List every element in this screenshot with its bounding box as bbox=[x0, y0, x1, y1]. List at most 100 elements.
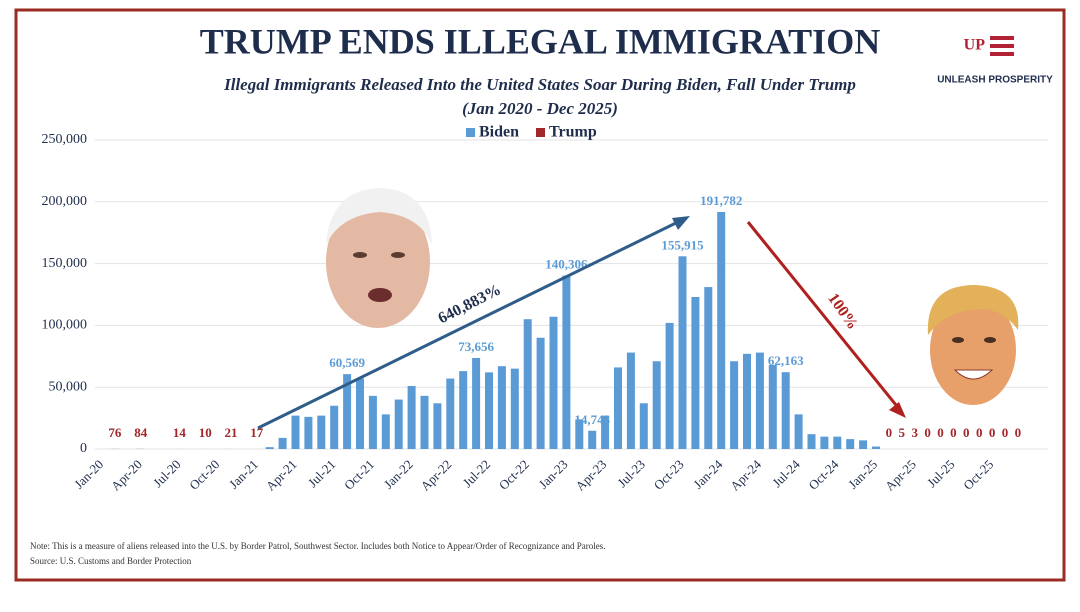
bar bbox=[768, 364, 777, 449]
face bbox=[326, 196, 430, 328]
logo-mark: UP bbox=[964, 37, 986, 54]
data-label: 0 bbox=[950, 425, 957, 440]
data-label: 21 bbox=[225, 425, 238, 440]
data-label: 155,915 bbox=[661, 237, 704, 252]
trump-portrait bbox=[927, 285, 1019, 405]
legend-label: Biden bbox=[479, 124, 519, 141]
eye bbox=[952, 337, 964, 343]
data-label: 0 bbox=[1015, 425, 1022, 440]
data-label: 14 bbox=[173, 425, 187, 440]
biden-portrait bbox=[326, 188, 432, 328]
bar bbox=[820, 436, 829, 449]
bar bbox=[356, 378, 364, 449]
logo-stripe bbox=[990, 52, 1014, 56]
bar bbox=[433, 403, 442, 449]
bar bbox=[601, 415, 610, 449]
bar bbox=[523, 319, 532, 449]
face bbox=[930, 295, 1016, 405]
data-label: 0 bbox=[1002, 425, 1009, 440]
bar bbox=[265, 447, 274, 449]
date-range: (Jan 2020 - Dec 2025) bbox=[462, 99, 618, 118]
rise-arrow bbox=[257, 217, 685, 430]
arrow-head bbox=[672, 216, 690, 230]
bar bbox=[704, 287, 713, 449]
legend: Biden Trump bbox=[466, 124, 597, 141]
bar bbox=[304, 416, 313, 449]
bar bbox=[381, 414, 390, 449]
mouth bbox=[368, 288, 392, 302]
bar bbox=[394, 399, 403, 449]
data-label: 140,306 bbox=[545, 257, 588, 272]
bar bbox=[497, 366, 506, 449]
legend-label: Trump bbox=[549, 124, 597, 141]
bar bbox=[755, 352, 764, 449]
data-label: 10 bbox=[199, 425, 212, 440]
bar bbox=[588, 430, 597, 449]
bar bbox=[472, 357, 481, 449]
bar bbox=[691, 296, 700, 449]
bar bbox=[743, 353, 751, 449]
bar bbox=[859, 440, 868, 449]
bar bbox=[678, 256, 687, 449]
bar bbox=[807, 434, 816, 449]
bar bbox=[562, 275, 571, 449]
logo-stripe bbox=[990, 44, 1014, 48]
y-tick-label: 100,000 bbox=[42, 318, 88, 333]
bar bbox=[781, 372, 790, 449]
logo-stripe bbox=[990, 36, 1014, 40]
bar bbox=[717, 211, 726, 449]
fall-arrow bbox=[746, 221, 902, 411]
bar bbox=[278, 437, 287, 449]
bar bbox=[665, 322, 674, 449]
data-label: 73,656 bbox=[458, 339, 494, 354]
bar bbox=[510, 368, 519, 449]
data-label: 62,163 bbox=[768, 353, 804, 368]
bar bbox=[549, 316, 558, 449]
bar bbox=[794, 414, 803, 449]
bar bbox=[420, 395, 429, 449]
data-label: 17 bbox=[250, 425, 264, 440]
logo: UP UNLEASH PROSPERITY bbox=[937, 36, 1053, 86]
y-tick-label: 50,000 bbox=[49, 379, 88, 394]
eye bbox=[984, 337, 996, 343]
eye bbox=[391, 252, 405, 258]
data-label: 0 bbox=[963, 425, 970, 440]
legend-swatch bbox=[466, 128, 475, 137]
arrow-head bbox=[889, 402, 906, 418]
hair bbox=[927, 285, 1019, 335]
y-tick-label: 0 bbox=[80, 441, 87, 456]
data-label: 0 bbox=[937, 425, 944, 440]
source: Source: U.S. Customs and Border Protecti… bbox=[30, 556, 192, 566]
data-label: 0 bbox=[886, 425, 893, 440]
frame bbox=[14, 8, 1066, 582]
bar bbox=[536, 337, 545, 449]
bar bbox=[446, 378, 455, 449]
note: Note: This is a measure of aliens releas… bbox=[30, 541, 605, 551]
data-label: 76 bbox=[108, 425, 122, 440]
y-tick-label: 250,000 bbox=[42, 132, 88, 147]
bar bbox=[639, 403, 648, 449]
bar bbox=[407, 385, 416, 449]
bar bbox=[626, 352, 635, 449]
legend-swatch bbox=[536, 128, 546, 137]
bar bbox=[652, 361, 661, 449]
eye bbox=[353, 252, 367, 258]
data-label: 60,569 bbox=[329, 355, 365, 370]
logo-text: UNLEASH PROSPERITY bbox=[937, 75, 1053, 86]
bar bbox=[485, 372, 493, 449]
bar bbox=[459, 371, 468, 449]
bar bbox=[343, 374, 352, 449]
mouth bbox=[953, 369, 994, 380]
bar bbox=[291, 415, 300, 449]
bar bbox=[846, 439, 855, 449]
y-tick-label: 150,000 bbox=[42, 256, 88, 271]
bar bbox=[872, 446, 880, 449]
subtitle: Illegal Immigrants Released Into the Uni… bbox=[223, 75, 856, 94]
bar bbox=[614, 367, 622, 449]
bar bbox=[833, 436, 842, 449]
bar bbox=[330, 405, 339, 449]
y-tick-label: 200,000 bbox=[42, 194, 88, 209]
data-label: 0 bbox=[976, 425, 983, 440]
